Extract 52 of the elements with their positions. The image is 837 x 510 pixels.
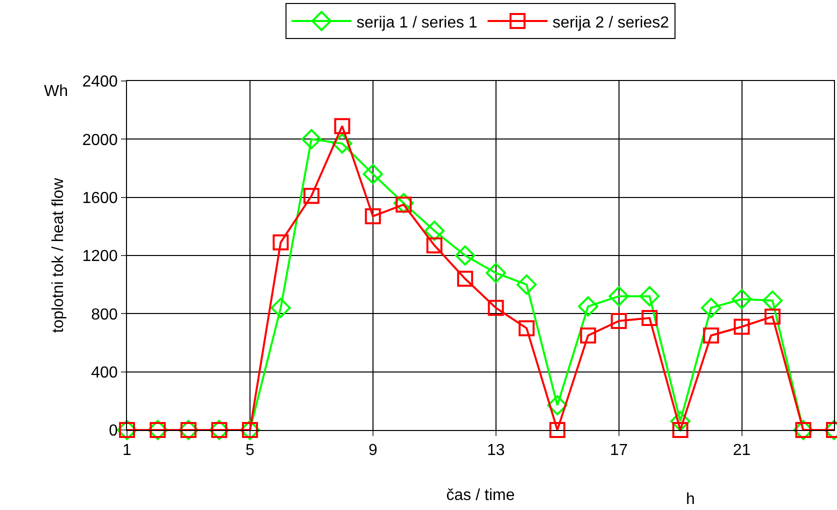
point <box>672 422 688 438</box>
point <box>426 237 442 254</box>
y-tick-label: 400 <box>91 364 118 382</box>
point <box>303 188 320 204</box>
point <box>516 274 537 295</box>
point <box>394 193 414 214</box>
y-tick-label: 800 <box>91 306 118 324</box>
point <box>732 289 752 310</box>
point <box>334 118 350 134</box>
point <box>639 286 660 306</box>
legend-label: serija 1 / series 1 <box>356 14 478 32</box>
point <box>332 133 352 154</box>
x-tick-label: 1 <box>122 442 132 460</box>
point <box>457 270 474 287</box>
y-tick-label: 0 <box>108 422 118 440</box>
x-axis-title: čas / time <box>446 486 515 504</box>
point <box>455 245 476 266</box>
point <box>488 300 504 316</box>
point <box>301 129 322 150</box>
x-tick-label: 9 <box>368 442 378 460</box>
text: h <box>686 491 695 508</box>
point <box>670 411 690 432</box>
x-tick-label: 21 <box>732 442 751 460</box>
point <box>642 310 658 326</box>
x-tick-label: 5 <box>246 442 255 460</box>
y-tick-label: 1600 <box>82 190 118 207</box>
point <box>703 327 720 344</box>
point <box>362 164 384 184</box>
point <box>608 286 629 306</box>
text: Wh <box>44 83 68 100</box>
y-axis-title: toplotni tok / heat flow <box>50 178 68 333</box>
y-tick-label: 2400 <box>82 74 118 91</box>
point <box>764 308 781 325</box>
point <box>486 262 506 284</box>
point <box>518 320 535 336</box>
y-tick-label: 1200 <box>82 248 118 266</box>
point <box>734 318 750 335</box>
x-tick-label: 17 <box>610 442 628 460</box>
point <box>547 395 568 416</box>
point <box>578 296 598 316</box>
point <box>424 220 444 241</box>
point <box>580 327 596 344</box>
point <box>272 234 289 250</box>
point <box>762 290 783 311</box>
y-tick-label: 2000 <box>82 132 118 149</box>
point <box>270 298 291 318</box>
legend-label: serija 2 / series2 <box>552 14 670 32</box>
point <box>610 312 627 329</box>
point <box>700 298 722 318</box>
x-tick-label: 13 <box>486 442 505 460</box>
point <box>364 208 381 224</box>
point <box>549 422 566 438</box>
